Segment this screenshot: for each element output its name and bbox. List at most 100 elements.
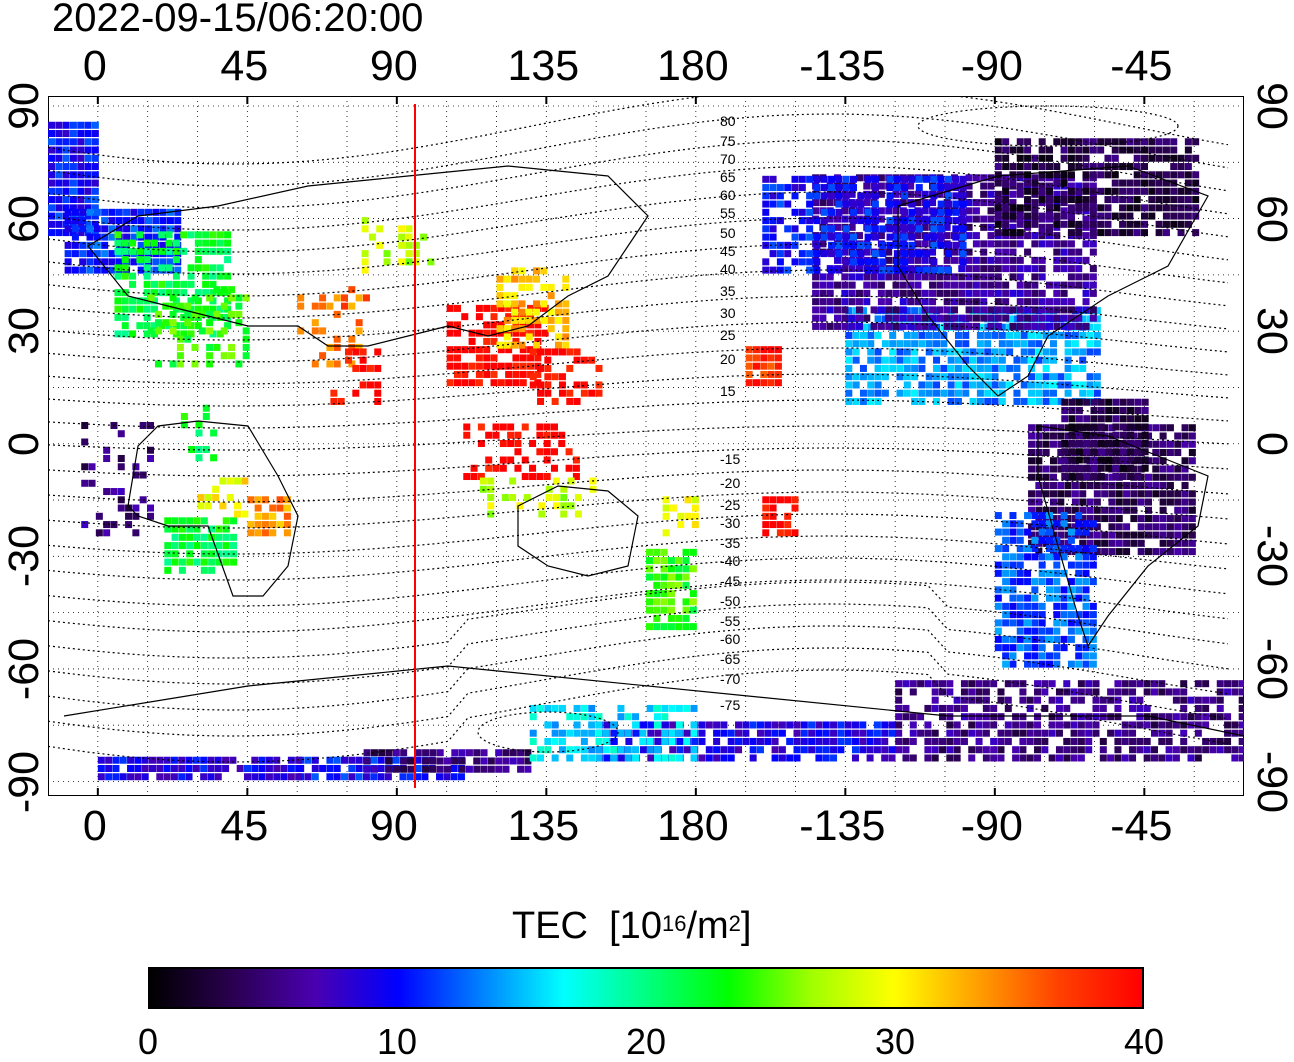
tec-cell xyxy=(91,212,99,220)
tec-cell xyxy=(48,146,55,154)
tec-cell xyxy=(982,704,990,712)
tec-cell xyxy=(194,231,202,239)
tec-cell xyxy=(1097,423,1105,431)
tec-cell xyxy=(808,721,816,729)
tec-cell xyxy=(115,217,123,225)
tec-cell xyxy=(793,729,801,737)
tec-cell xyxy=(852,381,860,389)
tec-cell xyxy=(1068,415,1076,423)
tec-cell xyxy=(503,325,511,333)
tec-cell xyxy=(1031,212,1039,220)
tec-cell xyxy=(156,764,164,772)
tec-cell xyxy=(1104,163,1112,171)
tec-cell xyxy=(91,220,99,228)
tec-cell xyxy=(859,397,867,405)
tec-cell xyxy=(171,533,179,541)
tec-cell xyxy=(1048,729,1056,737)
tec-cell xyxy=(918,356,926,364)
tec-cell xyxy=(1099,696,1107,704)
tec-cell xyxy=(222,764,230,772)
tec-cell xyxy=(1130,531,1138,539)
tec-cell xyxy=(771,729,779,737)
tec-cell xyxy=(461,379,469,387)
tec-cell xyxy=(1192,204,1200,212)
tec-cell xyxy=(991,331,999,339)
x-tick-label-bottom: 180 xyxy=(656,802,729,850)
tec-cell xyxy=(143,322,151,330)
tec-cell xyxy=(1082,306,1090,314)
tec-cell xyxy=(778,729,786,737)
tec-cell xyxy=(1002,229,1010,237)
tec-cell xyxy=(921,289,929,297)
tec-cell xyxy=(1079,331,1087,339)
tec-cell xyxy=(1188,432,1196,440)
tec-cell xyxy=(247,529,255,537)
tec-cell xyxy=(1038,265,1046,273)
tec-cell xyxy=(206,343,214,351)
tec-cell xyxy=(762,512,770,520)
tec-cell xyxy=(254,512,262,520)
tec-cell xyxy=(139,421,147,429)
tec-cell xyxy=(1060,512,1068,520)
tec-cell xyxy=(251,756,259,764)
tec-cell xyxy=(1034,688,1042,696)
tec-cell xyxy=(1170,171,1178,179)
tec-cell xyxy=(1024,314,1032,322)
tec-cell xyxy=(220,302,228,310)
tec-cell xyxy=(1053,619,1061,627)
tec-cell xyxy=(244,773,252,781)
tec-cell xyxy=(820,233,828,241)
tec-cell xyxy=(877,232,885,240)
tec-cell xyxy=(903,331,911,339)
y-tick-label-left: 60 xyxy=(0,194,48,243)
tec-cell xyxy=(776,250,784,258)
tec-cell xyxy=(1152,482,1160,490)
tec-cell xyxy=(1071,482,1079,490)
tec-cell xyxy=(427,258,435,266)
tec-cell xyxy=(1049,490,1057,498)
tec-cell xyxy=(392,765,400,773)
tec-cell xyxy=(896,356,904,364)
tec-cell xyxy=(180,421,188,429)
contour-label: 80 xyxy=(720,113,736,129)
tec-cell xyxy=(1045,322,1053,330)
tec-cell xyxy=(987,240,995,248)
tec-cell xyxy=(1034,721,1042,729)
tec-cell xyxy=(186,517,194,525)
tec-cell xyxy=(1130,498,1138,506)
tec-cell xyxy=(952,241,960,249)
tec-cell xyxy=(129,247,137,255)
tec-cell xyxy=(1181,465,1189,473)
tec-cell xyxy=(147,504,155,512)
tec-cell xyxy=(226,494,234,502)
tec-cell xyxy=(903,381,911,389)
tec-cell xyxy=(1133,229,1141,237)
tec-cell xyxy=(1181,515,1189,523)
tec-cell xyxy=(848,223,856,231)
tec-cell xyxy=(1127,464,1135,472)
tec-cell xyxy=(1150,729,1158,737)
tec-cell xyxy=(762,521,770,529)
tec-cell xyxy=(512,321,520,329)
tec-cell xyxy=(1089,306,1097,314)
tec-cell xyxy=(194,264,202,272)
tec-cell xyxy=(945,184,952,192)
tec-cell xyxy=(62,154,70,162)
tec-cell xyxy=(355,319,363,327)
tec-cell xyxy=(543,431,551,439)
tec-cell xyxy=(595,364,603,372)
contour-label: -50 xyxy=(720,593,740,609)
tec-cell xyxy=(946,754,954,762)
tec-cell xyxy=(1016,163,1024,171)
tec-cell xyxy=(580,381,588,389)
tec-cell xyxy=(1061,448,1069,456)
tec-cell xyxy=(1130,539,1138,547)
tec-cell xyxy=(826,298,834,306)
tec-cell xyxy=(965,281,973,289)
tec-cell xyxy=(994,322,1002,330)
tec-cell xyxy=(943,289,951,297)
tec-cell xyxy=(735,721,743,729)
tec-cell xyxy=(213,343,221,351)
tec-cell xyxy=(689,623,697,631)
tec-cell xyxy=(1093,531,1101,539)
